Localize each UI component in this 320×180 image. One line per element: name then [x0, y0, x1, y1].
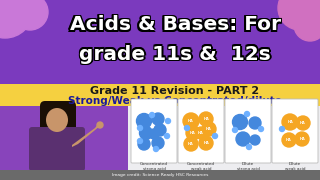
Circle shape	[281, 156, 309, 180]
Text: Concentrated
weak acid: Concentrated weak acid	[187, 162, 215, 171]
Text: Acids & Bases: For: Acids & Bases: For	[71, 14, 282, 33]
Text: HA: HA	[190, 131, 196, 135]
Circle shape	[140, 127, 153, 140]
Text: Grade 11 Revision - PART 2: Grade 11 Revision - PART 2	[91, 86, 260, 96]
Text: Acids & Bases: For: Acids & Bases: For	[69, 15, 281, 35]
Circle shape	[212, 134, 218, 138]
Circle shape	[97, 122, 103, 128]
Circle shape	[236, 132, 250, 146]
Text: grade 11s &  12s: grade 11s & 12s	[79, 44, 271, 64]
Bar	[0, 106, 320, 180]
Text: Acids & Bases: For: Acids & Bases: For	[71, 17, 282, 36]
Circle shape	[195, 127, 207, 139]
Circle shape	[12, 0, 48, 30]
Bar	[0, 170, 320, 180]
Circle shape	[0, 150, 26, 180]
Ellipse shape	[46, 108, 68, 132]
Circle shape	[138, 138, 150, 150]
Circle shape	[202, 122, 216, 136]
Text: HA: HA	[287, 120, 293, 124]
Circle shape	[246, 145, 252, 150]
Circle shape	[154, 124, 166, 136]
Circle shape	[164, 134, 170, 138]
Circle shape	[244, 111, 250, 116]
Text: Acids & Bases: For: Acids & Bases: For	[68, 17, 279, 36]
FancyBboxPatch shape	[272, 99, 318, 163]
Circle shape	[233, 127, 237, 132]
Text: grade 11s &  12s: grade 11s & 12s	[79, 43, 271, 62]
Text: Acids & Bases: For: Acids & Bases: For	[68, 15, 279, 35]
Text: HA: HA	[286, 138, 292, 142]
Text: HA: HA	[203, 141, 209, 145]
Circle shape	[199, 112, 213, 126]
Circle shape	[152, 137, 164, 149]
Circle shape	[184, 137, 198, 151]
Circle shape	[137, 114, 151, 129]
Circle shape	[259, 127, 263, 132]
FancyBboxPatch shape	[178, 99, 224, 163]
Circle shape	[185, 125, 189, 130]
FancyBboxPatch shape	[40, 101, 76, 133]
Text: grade 11s &  12s: grade 11s & 12s	[80, 43, 272, 62]
Circle shape	[233, 114, 247, 129]
Text: grade 11s &  12s: grade 11s & 12s	[78, 44, 269, 64]
Text: Strong/Weak vs Concentrated/dilute: Strong/Weak vs Concentrated/dilute	[68, 96, 282, 105]
Circle shape	[249, 117, 261, 129]
Text: grade 11s &  12s: grade 11s & 12s	[78, 46, 270, 65]
Circle shape	[183, 113, 199, 129]
Circle shape	[138, 138, 142, 143]
Text: grade 11s &  12s: grade 11s & 12s	[78, 43, 270, 62]
Text: Acids & Bases: For: Acids & Bases: For	[69, 17, 281, 36]
Text: grade 11s &  12s: grade 11s & 12s	[81, 44, 272, 64]
Text: HA: HA	[203, 117, 209, 121]
Circle shape	[149, 129, 159, 139]
Circle shape	[278, 0, 320, 30]
Circle shape	[0, 0, 33, 38]
Text: HA: HA	[206, 127, 212, 131]
Text: Concentrated
strong acid: Concentrated strong acid	[140, 162, 168, 171]
Circle shape	[295, 132, 309, 146]
Text: grade 11s &  12s: grade 11s & 12s	[79, 46, 271, 65]
Circle shape	[296, 116, 310, 130]
Circle shape	[165, 118, 171, 123]
Text: HA: HA	[300, 121, 306, 125]
Text: Acids & Bases: For: Acids & Bases: For	[68, 14, 279, 33]
FancyBboxPatch shape	[29, 127, 85, 171]
Text: grade 11s &  12s: grade 11s & 12s	[80, 46, 272, 65]
Bar	[0, 106, 128, 180]
Circle shape	[149, 112, 155, 118]
Circle shape	[282, 114, 298, 130]
Circle shape	[152, 113, 164, 125]
Circle shape	[294, 9, 320, 41]
Circle shape	[279, 127, 284, 132]
Text: Acids & Bases: For: Acids & Bases: For	[71, 15, 282, 35]
Circle shape	[286, 138, 320, 180]
Text: HA: HA	[198, 131, 204, 135]
Text: HA: HA	[188, 119, 194, 123]
Polygon shape	[72, 124, 100, 147]
Text: Acids & Bases: For: Acids & Bases: For	[69, 14, 281, 33]
Circle shape	[250, 135, 260, 145]
Text: HA: HA	[299, 137, 305, 141]
FancyBboxPatch shape	[131, 99, 177, 163]
Circle shape	[282, 133, 296, 147]
Circle shape	[138, 125, 142, 130]
FancyBboxPatch shape	[225, 99, 271, 163]
Bar	[0, 84, 320, 106]
Circle shape	[154, 147, 158, 152]
Text: Image credit: Science Ready HSC Resources: Image credit: Science Ready HSC Resource…	[112, 173, 208, 177]
Circle shape	[186, 126, 200, 140]
Text: HA: HA	[188, 142, 194, 146]
Text: Dilute
weak acid: Dilute weak acid	[285, 162, 305, 171]
Circle shape	[199, 136, 213, 150]
Text: Dilute
strong acid: Dilute strong acid	[236, 162, 260, 171]
